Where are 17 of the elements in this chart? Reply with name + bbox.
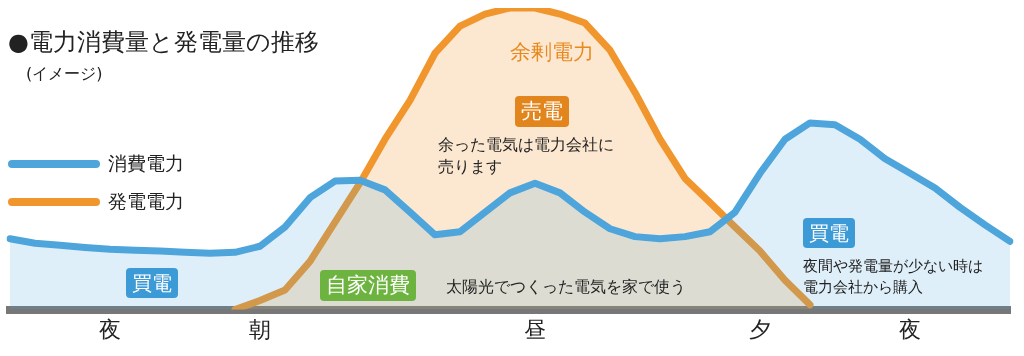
x-tick-label: 夜 bbox=[99, 316, 121, 342]
annotation: 買電 bbox=[126, 268, 178, 298]
text: ●電力消費量と発電量の推移 bbox=[8, 27, 319, 58]
annotation: 自家消費 bbox=[320, 270, 416, 302]
annotation: 太陽光でつくった電気を家で使う bbox=[446, 276, 687, 298]
legend-label: 発電電力 bbox=[108, 189, 184, 214]
x-tick-label: 昼 bbox=[524, 316, 546, 342]
annotation: 買電 bbox=[803, 218, 855, 248]
x-tick-label: 夕 bbox=[749, 316, 771, 342]
text: (イメージ) bbox=[26, 64, 103, 85]
legend-label: 消費電力 bbox=[108, 151, 184, 176]
annotation: 余剰電力 bbox=[509, 39, 595, 66]
annotation: 売電 bbox=[515, 96, 569, 128]
annotation: 余った電気は電力会社に売ります bbox=[438, 134, 615, 179]
annotation: 夜間や発電量が少ない時は電力会社から購入 bbox=[803, 256, 984, 298]
x-tick-label: 朝 bbox=[249, 316, 271, 342]
x-tick-label: 夜 bbox=[899, 316, 921, 342]
